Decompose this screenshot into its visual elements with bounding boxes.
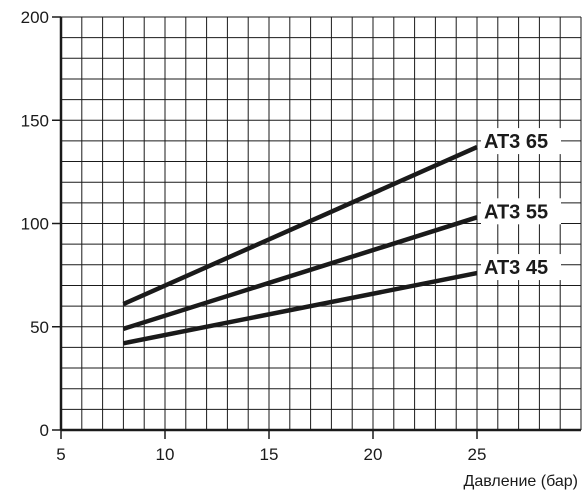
series-label-background	[481, 254, 561, 281]
y-tick-label: 150	[21, 111, 49, 130]
series-line	[122, 270, 478, 346]
series-label: AT3 45	[484, 257, 548, 279]
x-tick-label: 25	[468, 445, 487, 464]
series-label-background	[481, 198, 561, 225]
series-label: AT3 65	[484, 131, 548, 153]
series-line	[122, 215, 478, 331]
series-label: AT3 55	[484, 201, 548, 223]
y-tick-label: 100	[21, 215, 49, 234]
series-labels: AT3 65 AT3 55 AT3 45	[481, 128, 561, 281]
y-tick-label: 200	[21, 8, 49, 27]
x-axis-label: Давление (бар)	[464, 473, 578, 490]
series-lines	[122, 145, 478, 346]
x-tick-label: 20	[364, 445, 383, 464]
x-tick-label: 15	[260, 445, 279, 464]
x-tick-label: 5	[56, 445, 65, 464]
y-tick-label: 0	[40, 421, 49, 440]
series-label-background	[481, 128, 561, 155]
y-tick-label: 50	[30, 318, 49, 337]
tick-labels: 0 50 100 150 200 5 10 15 20 25	[21, 8, 487, 464]
x-tick-label: 10	[156, 445, 175, 464]
series-line	[122, 145, 478, 307]
